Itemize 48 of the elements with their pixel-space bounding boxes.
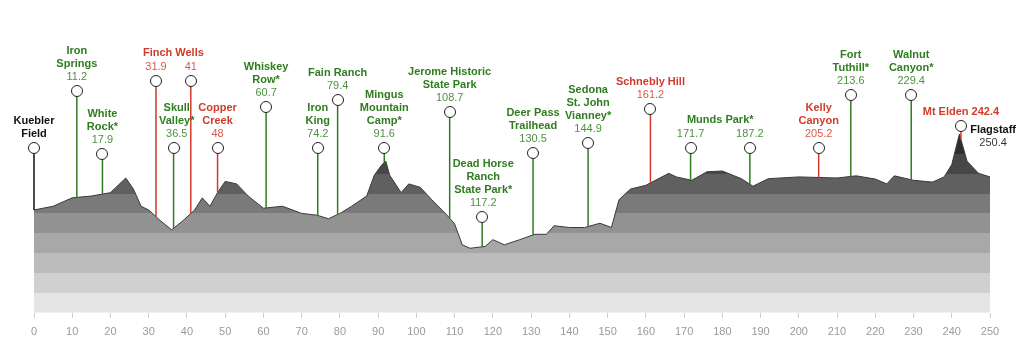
ref-line-label: Schnebly Hill 161.2 <box>615 74 685 100</box>
x-tick-label: 200 <box>789 325 808 338</box>
x-tick-label: 240 <box>942 325 961 338</box>
x-tick-label: 110 <box>445 325 464 338</box>
x-tick-label: 250 <box>980 325 1000 338</box>
x-tick-label: 150 <box>598 325 617 338</box>
ref-line-label: Copper Creek 48 <box>198 100 238 139</box>
x-tick-label: 50 <box>219 325 232 338</box>
x-tick-label: 10 <box>66 325 79 338</box>
annotation: Flagstaff 250.4 <box>970 122 1017 148</box>
ref-line-label: White Rock* 17.9 <box>86 106 119 145</box>
x-tick-label: 190 <box>751 325 770 338</box>
ref-line-label: Jerome Historic State Park 108.7 <box>408 64 492 103</box>
x-tick-label: 220 <box>866 325 885 338</box>
ref-line-label: Kelly Canyon 205.2 <box>798 100 840 139</box>
x-tick-label: 80 <box>333 325 347 338</box>
x-tick-label: 140 <box>560 325 579 338</box>
ref-line-label: Fort Tuthill* 213.6 <box>832 47 870 86</box>
x-tick-label: 120 <box>483 325 503 338</box>
ref-line-label: 41 <box>184 59 197 72</box>
ref-line-label: 187.2 <box>736 126 764 139</box>
x-tick-label: 160 <box>636 325 656 338</box>
x-tick-label: 230 <box>904 325 923 338</box>
x-tick-label: 180 <box>713 325 732 338</box>
x-tick-label: 20 <box>104 325 117 338</box>
x-tick-label: 60 <box>257 325 270 338</box>
ref-line-label: Walnut Canyon* 229.4 <box>888 47 935 86</box>
x-tick-label: 170 <box>674 325 694 338</box>
ref-line-label: Dead Horse Ranch State Park* 117.2 <box>452 156 514 208</box>
x-tick-label: 210 <box>827 325 847 338</box>
ref-line-label: 171.7 <box>676 126 705 139</box>
x-tick-label: 130 <box>521 325 541 338</box>
ref-line-label: Kuebler Field <box>13 113 56 139</box>
x-tick-label: 0 <box>30 325 38 338</box>
ref-line-label: Iron Springs 11.2 <box>56 43 98 82</box>
ref-line-label: Whiskey Row* 60.7 <box>243 59 290 98</box>
ref-line-label: Iron King 74.2 <box>305 100 330 139</box>
text: Munds Park* <box>686 112 755 125</box>
x-tick-label: 40 <box>180 325 194 338</box>
text: Finch Wells <box>142 45 204 58</box>
ref-line-label: Deer Pass Trailhead 130.5 <box>506 105 560 144</box>
x-tick-label: 70 <box>295 325 308 338</box>
ref-line-label: Sedona St. John Vianney* 144.9 <box>564 82 612 134</box>
x-tick-label: 90 <box>372 325 385 338</box>
x-tick-label: 30 <box>142 325 155 338</box>
ref-line-label: 31.9 <box>145 59 167 72</box>
ref-line-label: Mt Elden 242.4 <box>922 104 1001 117</box>
x-tick-label: 100 <box>407 325 426 338</box>
